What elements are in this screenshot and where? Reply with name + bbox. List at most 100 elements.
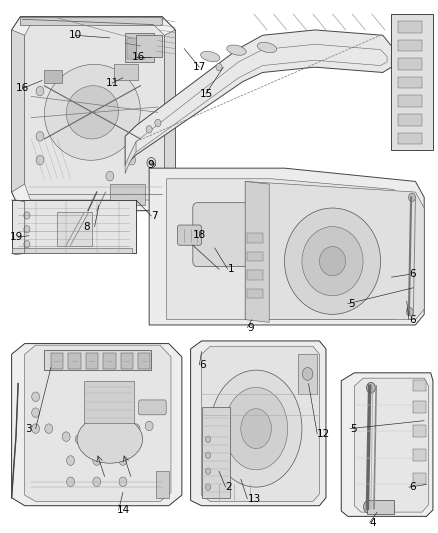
Text: 15: 15 [199, 88, 212, 99]
Circle shape [93, 477, 101, 487]
Bar [155, 471, 169, 498]
Circle shape [367, 382, 375, 393]
Circle shape [409, 193, 416, 201]
Circle shape [106, 429, 114, 439]
Bar [247, 233, 263, 243]
Bar [398, 133, 422, 144]
Bar [398, 95, 422, 107]
FancyBboxPatch shape [193, 203, 311, 266]
Polygon shape [12, 344, 182, 506]
Circle shape [128, 156, 136, 165]
Circle shape [132, 424, 140, 433]
Circle shape [67, 477, 74, 487]
Circle shape [364, 500, 374, 513]
Bar [68, 353, 81, 368]
Polygon shape [125, 30, 392, 165]
Circle shape [67, 456, 74, 465]
Bar [413, 473, 426, 484]
FancyBboxPatch shape [139, 400, 166, 415]
Polygon shape [166, 179, 403, 320]
Circle shape [119, 426, 127, 436]
Bar [44, 350, 151, 370]
Text: 16: 16 [132, 52, 145, 61]
Ellipse shape [285, 208, 381, 314]
Bar [367, 500, 394, 514]
Circle shape [36, 86, 44, 96]
Text: 6: 6 [199, 360, 206, 370]
Text: 12: 12 [317, 429, 331, 439]
Circle shape [45, 424, 53, 433]
Ellipse shape [77, 415, 143, 463]
Bar [413, 425, 426, 437]
Polygon shape [392, 14, 433, 150]
Ellipse shape [44, 64, 140, 160]
Text: 1: 1 [228, 264, 234, 274]
Ellipse shape [227, 45, 246, 55]
Circle shape [24, 225, 30, 233]
Bar [110, 184, 145, 205]
Bar [247, 289, 263, 298]
Circle shape [75, 434, 83, 444]
Circle shape [147, 158, 155, 168]
Polygon shape [12, 200, 136, 253]
Text: 8: 8 [84, 222, 90, 232]
Ellipse shape [258, 42, 277, 53]
Polygon shape [354, 378, 428, 512]
Polygon shape [20, 17, 162, 25]
Text: 18: 18 [193, 230, 206, 240]
Text: 13: 13 [247, 494, 261, 504]
Circle shape [205, 452, 211, 458]
Bar [138, 353, 150, 368]
Bar [121, 353, 133, 368]
Circle shape [145, 421, 153, 431]
Polygon shape [125, 142, 136, 173]
Bar [127, 38, 145, 59]
Circle shape [32, 424, 39, 433]
Circle shape [128, 132, 136, 141]
Bar [201, 407, 230, 498]
Circle shape [146, 126, 152, 133]
Text: 6: 6 [409, 482, 416, 492]
Polygon shape [12, 30, 25, 192]
Bar [57, 212, 92, 246]
Text: 14: 14 [117, 505, 130, 515]
Circle shape [155, 119, 161, 127]
Ellipse shape [201, 51, 220, 62]
Text: 5: 5 [350, 424, 357, 434]
Polygon shape [25, 25, 164, 200]
Bar [84, 381, 134, 423]
Polygon shape [341, 373, 433, 516]
Ellipse shape [210, 370, 302, 487]
Circle shape [32, 408, 39, 417]
Circle shape [36, 156, 44, 165]
Bar [398, 21, 422, 33]
Text: 17: 17 [193, 62, 206, 72]
Text: 9: 9 [247, 322, 254, 333]
Text: 3: 3 [25, 424, 32, 434]
Circle shape [302, 368, 313, 380]
Text: 6: 6 [409, 314, 416, 325]
Circle shape [205, 468, 211, 474]
Bar [44, 70, 62, 83]
Text: 9: 9 [147, 160, 154, 171]
Circle shape [88, 434, 96, 444]
Bar [413, 401, 426, 413]
Polygon shape [25, 345, 171, 502]
Polygon shape [191, 341, 326, 506]
Polygon shape [201, 346, 319, 502]
Circle shape [32, 392, 39, 401]
Ellipse shape [224, 387, 288, 470]
Bar [413, 449, 426, 461]
Text: 2: 2 [226, 482, 232, 492]
Bar [103, 353, 116, 368]
Ellipse shape [241, 409, 272, 449]
Ellipse shape [302, 227, 363, 296]
Circle shape [36, 132, 44, 141]
Polygon shape [12, 248, 132, 253]
Bar [398, 114, 422, 126]
Ellipse shape [66, 86, 119, 139]
Bar [398, 58, 422, 70]
Circle shape [119, 456, 127, 465]
Bar [247, 270, 263, 280]
Circle shape [106, 171, 114, 181]
